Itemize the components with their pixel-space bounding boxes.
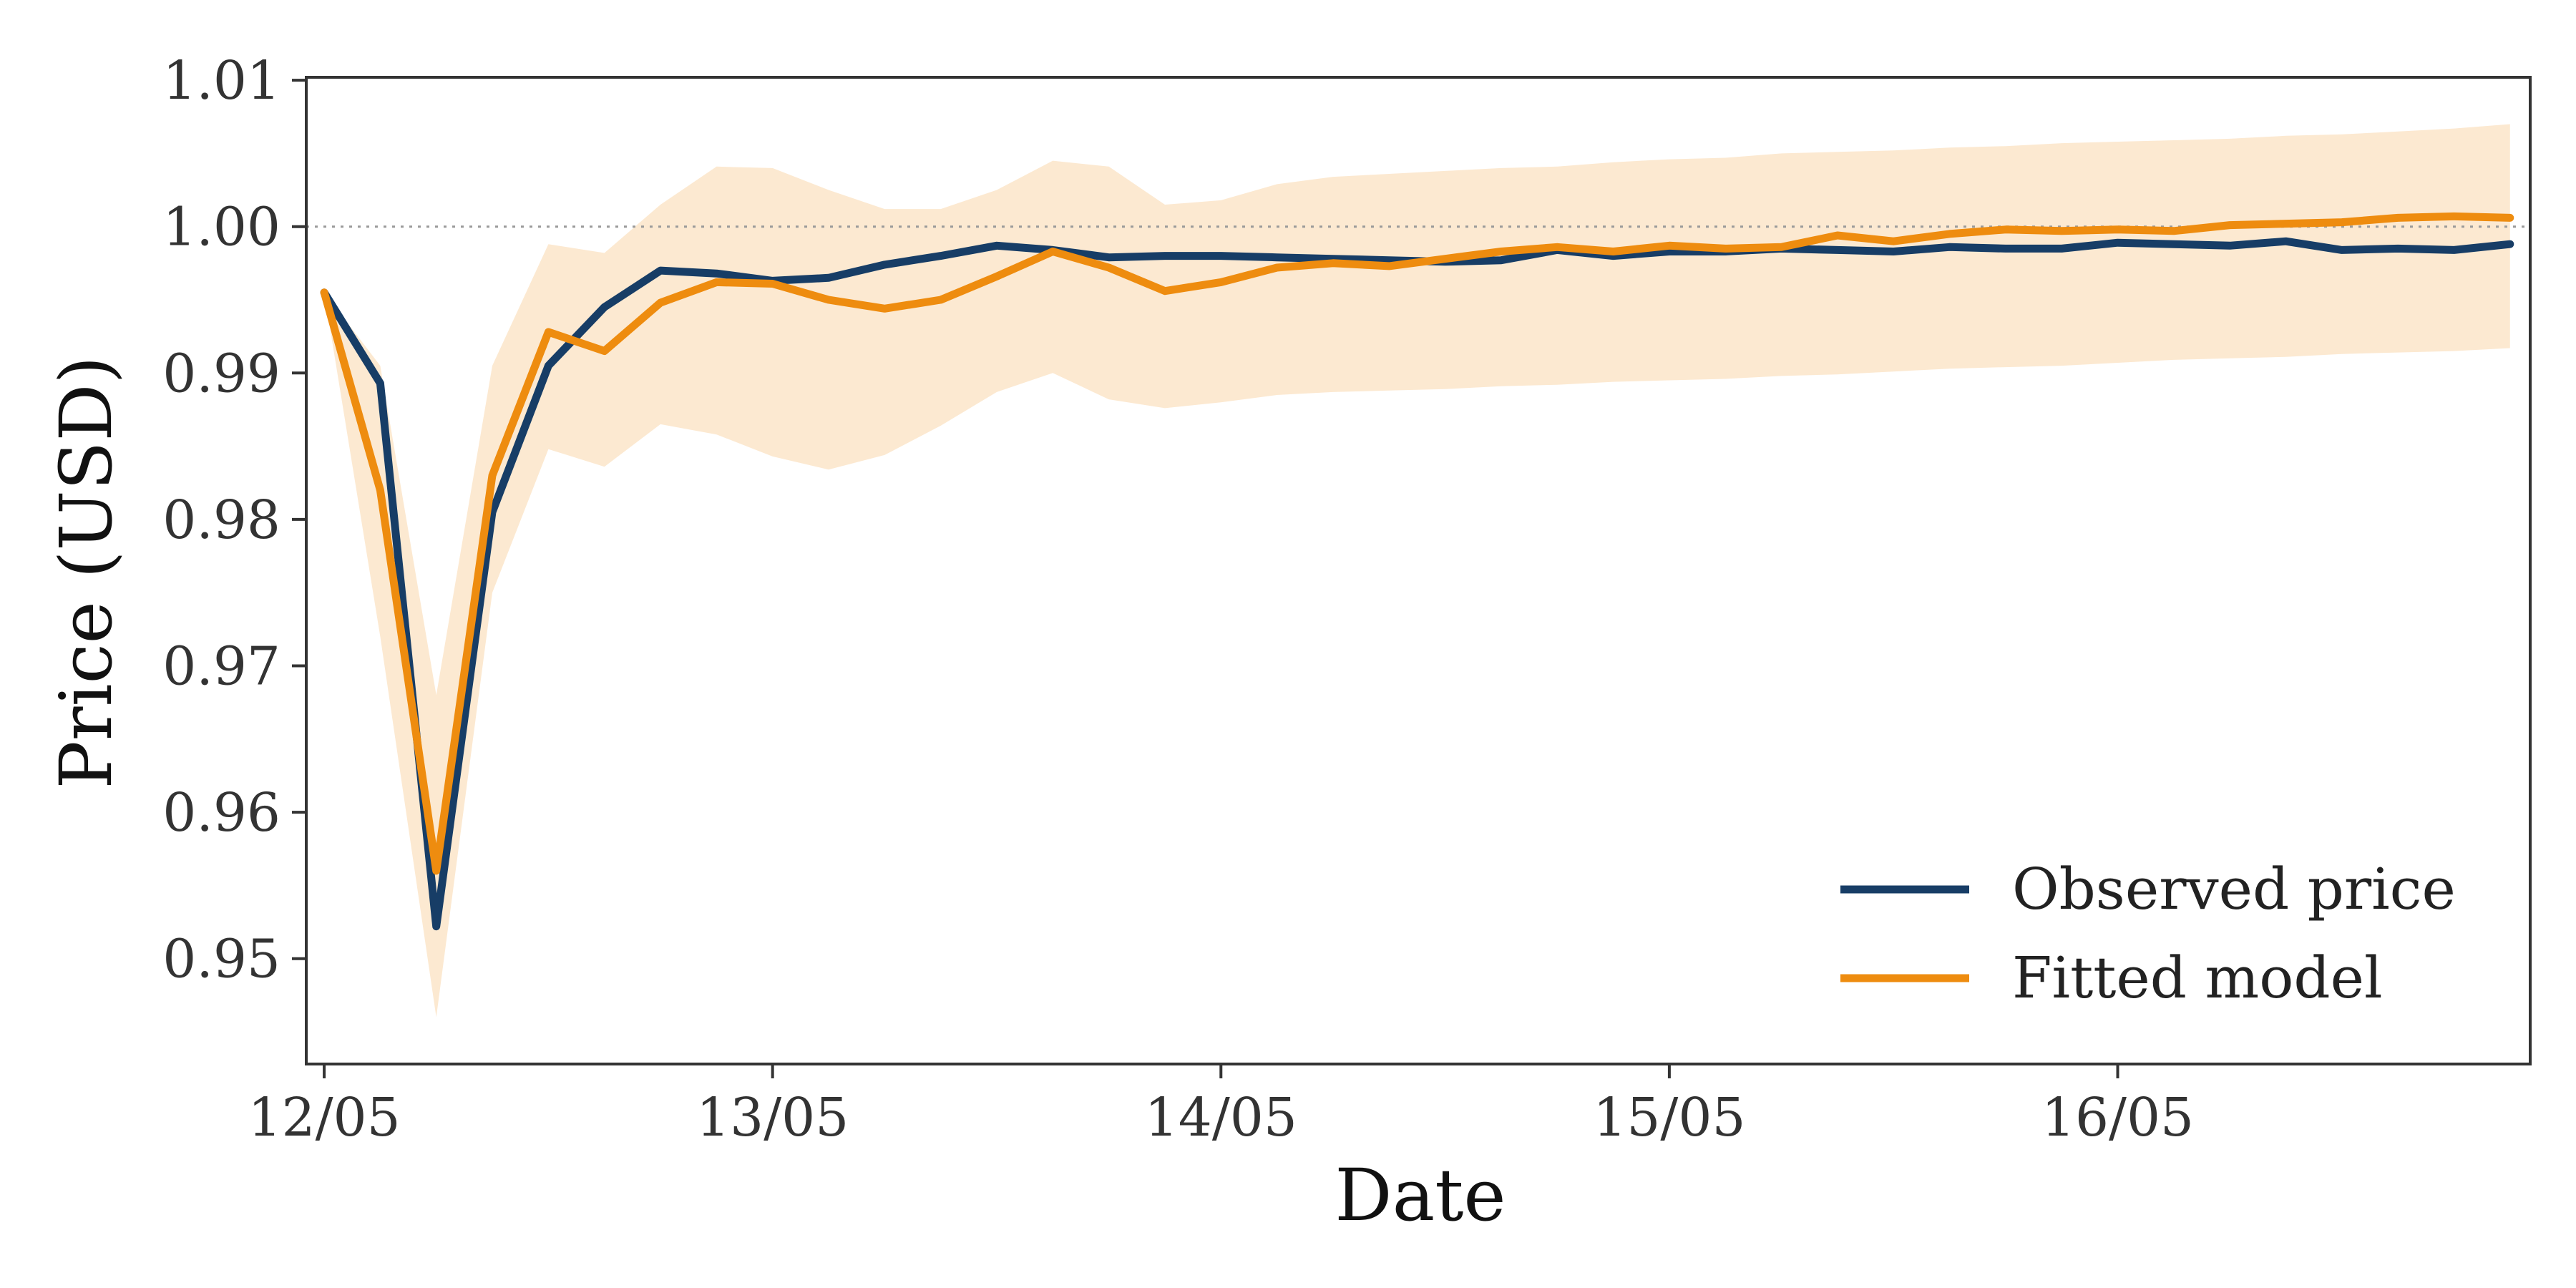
x-axis-title: Date [1335,1153,1506,1237]
y-tick-label: 1.00 [162,197,280,258]
confidence-band [324,124,2510,1018]
x-tick-label: 16/05 [2041,1087,2194,1148]
y-axis-title: Price (USD) [44,356,128,789]
legend: Observed price Fitted model [1840,856,2456,1011]
y-tick-label: 0.98 [162,489,280,551]
x-tick-label: 15/05 [1593,1087,1745,1148]
confidence-band-layer [324,124,2510,1018]
y-axis-ticks: 0.95 0.96 0.97 0.98 0.99 1.00 1.01 [162,50,306,990]
x-axis-ticks: 12/05 13/05 14/05 15/05 16/05 [248,1064,2194,1148]
y-tick-label: 0.96 [162,782,280,844]
x-tick-label: 14/05 [1145,1087,1297,1148]
legend-label-observed-price: Observed price [2012,856,2456,922]
y-tick-label: 0.97 [162,635,280,697]
legend-label-fitted-model: Fitted model [2012,945,2383,1011]
x-tick-label: 12/05 [248,1087,400,1148]
plot-area-frame [305,76,2532,1065]
y-tick-label: 1.01 [162,50,280,112]
y-tick-label: 0.95 [162,929,280,990]
x-tick-label: 13/05 [696,1087,849,1148]
series-layer [320,212,2514,931]
y-tick-label: 0.99 [162,343,280,404]
series-line-fitted-model [320,212,2514,875]
